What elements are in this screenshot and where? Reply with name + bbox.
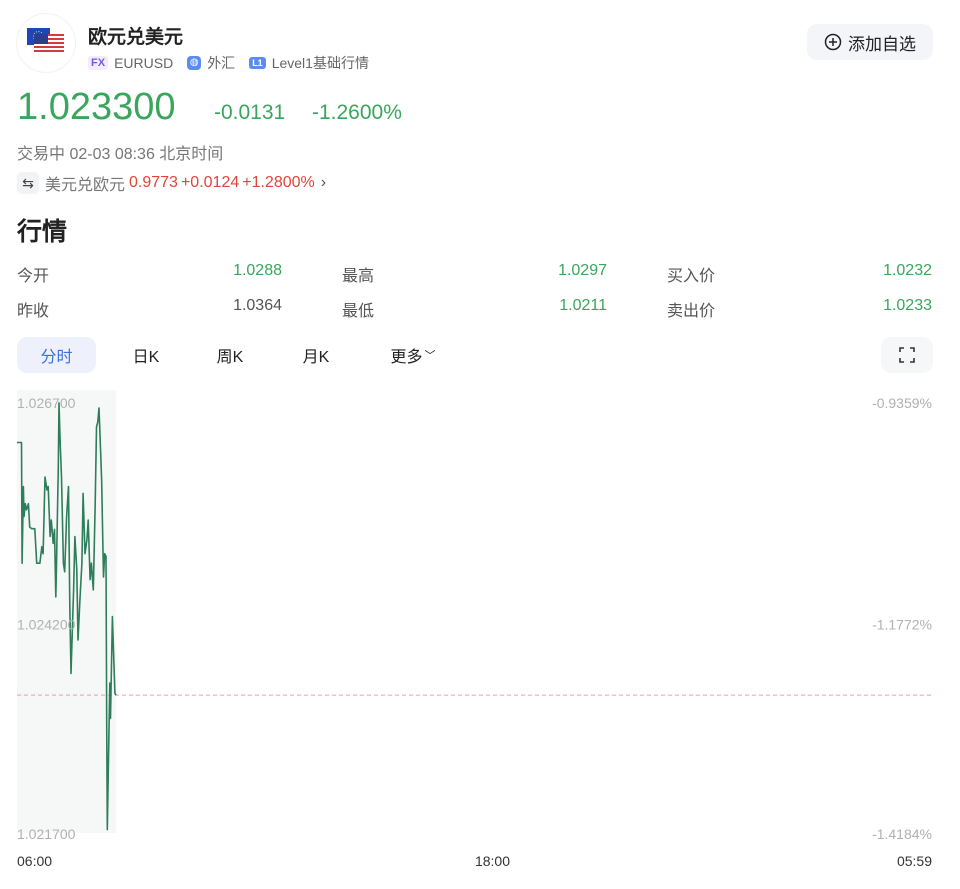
- stat-label: 昨收: [17, 303, 50, 320]
- price-change-pct: -1.2600%: [312, 101, 402, 124]
- stat-value: 1.0364: [233, 297, 282, 314]
- price-line: [17, 402, 117, 831]
- add-watchlist-label: 添加自选: [848, 34, 916, 54]
- stat-value: 1.0233: [883, 297, 932, 314]
- y-tick-label: 1.021700: [17, 826, 76, 842]
- symbol: EURUSD: [114, 55, 174, 71]
- eurusd-flag-logo: [17, 14, 75, 72]
- last-price: 1.023300: [17, 86, 176, 128]
- reverse-price: 0.9773: [129, 174, 178, 191]
- tab-monthly-k[interactable]: 月K: [302, 349, 330, 366]
- traded-area-background: [17, 390, 117, 833]
- instrument-meta: FX EURUSD ◍ 外汇 L1 Level1基础行情: [88, 53, 369, 73]
- fullscreen-icon: [899, 347, 915, 363]
- stat-label: 最低: [342, 303, 375, 320]
- section-title: 行情: [17, 218, 68, 246]
- y-tick-label: 1.026700: [17, 395, 76, 411]
- y-pct-tick-label: -1.4184%: [872, 826, 932, 842]
- stat-value: 1.0232: [883, 262, 932, 279]
- reverse-pair-label: 美元兑欧元: [45, 177, 126, 194]
- stat-value: 1.0297: [558, 262, 607, 279]
- stat-label: 最高: [342, 268, 375, 285]
- reverse-change: +0.0124: [180, 174, 240, 191]
- reverse-pair-link[interactable]: ⇆ 美元兑欧元 0.9773 +0.0124 +1.2800% ›: [17, 171, 326, 195]
- y-pct-tick-label: -1.1772%: [872, 617, 932, 633]
- x-tick-label: 05:59: [897, 853, 932, 869]
- tab-weekly-k[interactable]: 周K: [216, 349, 244, 366]
- stat-label: 买入价: [667, 268, 716, 285]
- instrument-title: 欧元兑美元: [88, 27, 184, 48]
- add-watchlist-button[interactable]: 添加自选: [807, 24, 933, 60]
- swap-icon: ⇆: [17, 172, 39, 194]
- tab-daily-k[interactable]: 日K: [132, 349, 160, 366]
- reverse-change-pct: +1.2800%: [242, 174, 315, 191]
- x-tick-label: 06:00: [17, 853, 52, 869]
- stat-label: 卖出价: [667, 303, 716, 320]
- price-change: -0.0131: [214, 101, 286, 124]
- stat-label: 今开: [17, 268, 50, 285]
- y-tick-label: 1.024200: [17, 617, 76, 633]
- plus-circle-icon: [824, 33, 842, 51]
- stat-value: 1.0211: [559, 297, 607, 314]
- market-type: 外汇: [207, 55, 236, 71]
- level-label: Level1基础行情: [271, 55, 369, 71]
- fx-tag: FX: [88, 56, 109, 70]
- tab-more[interactable]: 更多 ﹀: [386, 337, 440, 373]
- tab-intraday[interactable]: 分时: [17, 337, 96, 373]
- y-pct-tick-label: -0.9359%: [872, 395, 932, 411]
- x-tick-label: 18:00: [475, 853, 510, 869]
- stat-value: 1.0288: [233, 262, 282, 279]
- chevron-right-icon: ›: [320, 174, 327, 191]
- intraday-chart: 1.026700 1.024200 1.021700 -0.9359% -1.1772%…: [17, 390, 932, 869]
- globe-icon: ◍: [187, 56, 202, 70]
- tab-more-label: 更多: [390, 349, 423, 366]
- chevron-down-icon: ﹀: [424, 350, 436, 362]
- fullscreen-button[interactable]: [881, 337, 933, 373]
- trading-status: 交易中 02-03 08:36 北京时间: [17, 146, 224, 163]
- level-tag: L1: [249, 57, 266, 69]
